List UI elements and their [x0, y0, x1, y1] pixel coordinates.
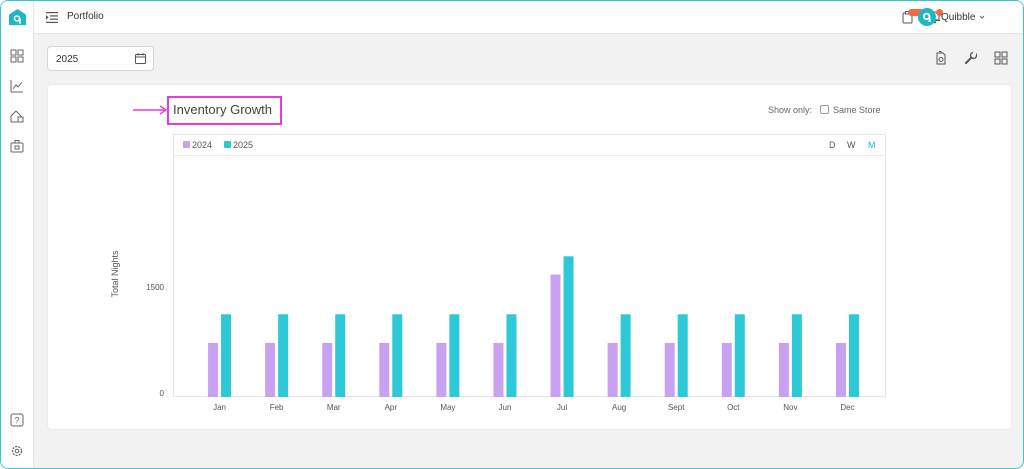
- menu-toggle-icon[interactable]: [46, 12, 58, 23]
- top-bar: Portfolio: [34, 1, 1023, 34]
- clipboard-badge: [908, 9, 924, 16]
- period-day-button[interactable]: D: [829, 140, 836, 150]
- bar-2024-feb[interactable]: [265, 342, 276, 397]
- gear-icon[interactable]: [10, 444, 24, 458]
- annotation-highlight-box: [167, 96, 282, 125]
- bar-2025-jan[interactable]: [221, 314, 232, 397]
- wrench-icon[interactable]: [964, 51, 978, 65]
- year-value: 2025: [56, 54, 79, 65]
- x-tick-label: Apr: [385, 403, 398, 412]
- y-tick-label: 1500: [146, 283, 164, 292]
- chart-header-divider: [173, 155, 886, 156]
- avatar[interactable]: [918, 8, 936, 26]
- bar-2025-jul[interactable]: [563, 256, 574, 397]
- period-week-button[interactable]: W: [847, 140, 856, 150]
- bar-2025-oct[interactable]: [734, 314, 745, 397]
- legend-swatch-2024[interactable]: [183, 141, 190, 148]
- x-tick-label: May: [440, 403, 455, 412]
- bar-2025-jun[interactable]: [506, 314, 517, 397]
- bar-2025-apr[interactable]: [392, 314, 403, 397]
- bar-2024-mar[interactable]: [322, 342, 333, 397]
- chart-icon[interactable]: [10, 79, 24, 93]
- bar-2024-oct[interactable]: [721, 342, 732, 397]
- x-tick-label: Feb: [270, 403, 284, 412]
- bar-2025-dec[interactable]: [848, 314, 859, 397]
- document-icon[interactable]: [934, 51, 948, 65]
- period-month-button[interactable]: M: [868, 140, 876, 150]
- bar-2024-apr[interactable]: [379, 342, 390, 397]
- x-tick-label: Jul: [557, 403, 567, 412]
- bar-2024-jun[interactable]: [493, 342, 504, 397]
- page-title: Portfolio: [67, 11, 104, 22]
- bar-2024-jul[interactable]: [550, 274, 561, 397]
- bar-2025-may[interactable]: [449, 314, 460, 397]
- card-title: Inventory Growth: [173, 102, 272, 117]
- bar-2025-mar[interactable]: [335, 314, 346, 397]
- bar-2024-may[interactable]: [436, 342, 447, 397]
- user-name[interactable]: Quibble: [941, 12, 976, 23]
- calendar-icon[interactable]: [135, 53, 146, 64]
- x-tick-label: Dec: [840, 403, 854, 412]
- legend-swatch-2025[interactable]: [224, 141, 231, 148]
- bell-badge: [936, 9, 943, 16]
- chart-area: [173, 134, 886, 397]
- same-store-label[interactable]: Same Store: [833, 105, 881, 115]
- bar-2024-sept[interactable]: [664, 342, 675, 397]
- y-tick-label: 0: [159, 389, 164, 398]
- app-logo-icon[interactable]: [8, 8, 27, 27]
- x-tick-label: Oct: [727, 403, 740, 412]
- help-icon[interactable]: ?: [10, 413, 24, 427]
- annotation-arrow: [133, 105, 168, 115]
- chevron-down-icon[interactable]: [979, 14, 985, 20]
- x-tick-label: Jan: [213, 403, 226, 412]
- bar-2024-dec[interactable]: [835, 342, 846, 397]
- x-tick-label: Aug: [612, 403, 626, 412]
- bar-2024-nov[interactable]: [778, 342, 789, 397]
- legend-label-2024[interactable]: 2024: [192, 140, 213, 150]
- sidebar: ?: [1, 1, 34, 468]
- avatar-logo-icon: [923, 12, 931, 22]
- bar-2025-aug[interactable]: [620, 314, 631, 397]
- bar-2024-aug[interactable]: [607, 342, 618, 397]
- x-tick-label: Mar: [327, 403, 341, 412]
- x-tick-label: Jun: [499, 403, 512, 412]
- x-tick-label: Sept: [668, 403, 685, 412]
- bar-2025-sept[interactable]: [677, 314, 688, 397]
- building-icon[interactable]: [10, 109, 24, 123]
- same-store-checkbox[interactable]: [820, 105, 829, 114]
- show-only-label: Show only:: [768, 105, 813, 115]
- grid-icon[interactable]: [994, 51, 1008, 65]
- bar-2025-feb[interactable]: [278, 314, 289, 397]
- bar-2024-jan[interactable]: [208, 342, 219, 397]
- bar-2025-nov[interactable]: [791, 314, 802, 397]
- briefcase-icon[interactable]: [10, 139, 24, 153]
- legend-label-2025[interactable]: 2025: [233, 140, 254, 150]
- x-tick-label: Nov: [783, 403, 797, 412]
- dashboard-icon[interactable]: [10, 49, 24, 63]
- year-picker[interactable]: 2025: [47, 46, 154, 71]
- svg-text:?: ?: [14, 416, 19, 426]
